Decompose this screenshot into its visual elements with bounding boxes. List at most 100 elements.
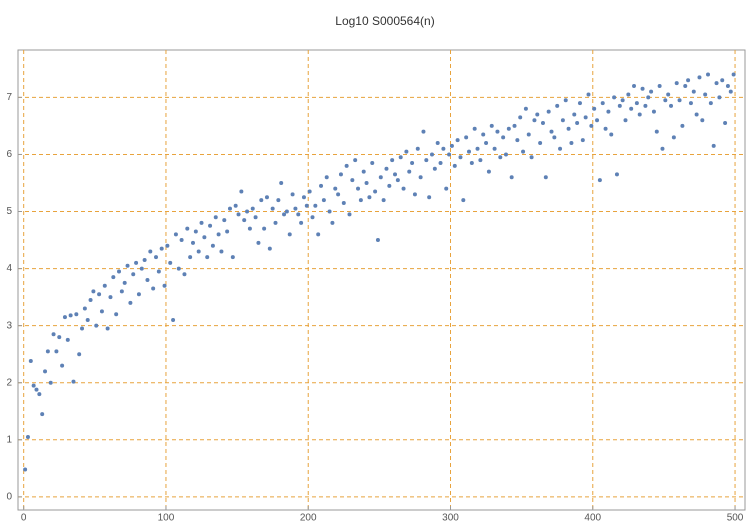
point: [558, 146, 563, 151]
point: [449, 143, 454, 148]
y-tick-label: 6: [6, 149, 12, 160]
point: [464, 135, 469, 140]
point: [242, 218, 247, 223]
point: [600, 101, 605, 106]
point: [282, 212, 287, 217]
point: [552, 135, 557, 140]
point: [276, 198, 281, 203]
point: [680, 123, 685, 128]
point: [538, 141, 543, 146]
point: [216, 232, 221, 237]
point: [296, 212, 301, 217]
point: [34, 387, 39, 392]
point: [182, 272, 187, 277]
point: [430, 152, 435, 157]
point: [486, 169, 491, 174]
point: [418, 175, 423, 180]
point: [225, 229, 230, 234]
point: [62, 315, 67, 320]
point: [612, 95, 617, 100]
point: [395, 178, 400, 183]
point: [438, 161, 443, 166]
point: [731, 72, 736, 77]
point: [521, 149, 526, 154]
point: [674, 81, 679, 86]
y-tick-label: 2: [6, 377, 12, 388]
point: [117, 269, 122, 274]
point: [65, 337, 70, 342]
point: [102, 283, 107, 288]
point: [592, 106, 597, 111]
point: [247, 226, 252, 231]
point: [723, 121, 728, 126]
x-tick-label: 0: [21, 513, 27, 524]
x-tick-label: 300: [442, 513, 459, 524]
point: [210, 243, 215, 248]
point: [193, 229, 198, 234]
point: [375, 238, 380, 243]
point: [523, 106, 528, 111]
point: [222, 218, 227, 223]
point: [424, 158, 429, 163]
point: [649, 89, 654, 94]
point: [455, 138, 460, 143]
y-tick-label: 1: [6, 434, 12, 445]
point: [609, 132, 614, 137]
point: [617, 103, 622, 108]
point: [569, 141, 574, 146]
point: [88, 297, 93, 302]
point: [526, 132, 531, 137]
point: [139, 266, 144, 271]
point: [572, 112, 577, 117]
point: [646, 95, 651, 100]
point: [245, 209, 250, 214]
point: [156, 269, 161, 274]
point: [77, 352, 82, 357]
point: [48, 380, 53, 385]
point: [654, 129, 659, 134]
point: [404, 149, 409, 154]
point: [344, 163, 349, 168]
point: [495, 129, 500, 134]
point: [23, 467, 28, 472]
point: [412, 192, 417, 197]
point: [651, 109, 656, 114]
point: [586, 92, 591, 97]
point: [108, 295, 113, 300]
point: [111, 275, 116, 280]
point: [173, 232, 178, 237]
point: [671, 135, 676, 140]
point: [333, 186, 338, 191]
point: [336, 192, 341, 197]
point: [168, 260, 173, 265]
point: [159, 246, 164, 251]
x-tick-label: 500: [727, 513, 744, 524]
point: [373, 189, 378, 194]
point: [94, 323, 99, 328]
point: [28, 359, 33, 364]
point: [131, 272, 136, 277]
plot-frame: [17, 49, 746, 511]
point: [230, 255, 235, 260]
point: [410, 161, 415, 166]
point: [239, 189, 244, 194]
point: [190, 240, 195, 245]
point: [122, 280, 127, 285]
point: [80, 326, 85, 331]
point: [338, 172, 343, 177]
point: [461, 198, 466, 203]
point: [358, 198, 363, 203]
point: [321, 198, 326, 203]
point: [114, 312, 119, 317]
point: [287, 232, 292, 237]
point: [136, 292, 141, 297]
point: [629, 106, 634, 111]
point: [447, 152, 452, 157]
point: [356, 186, 361, 191]
point: [390, 158, 395, 163]
point: [469, 161, 474, 166]
point: [720, 78, 725, 83]
point: [458, 155, 463, 160]
point: [441, 146, 446, 151]
point: [657, 83, 662, 88]
